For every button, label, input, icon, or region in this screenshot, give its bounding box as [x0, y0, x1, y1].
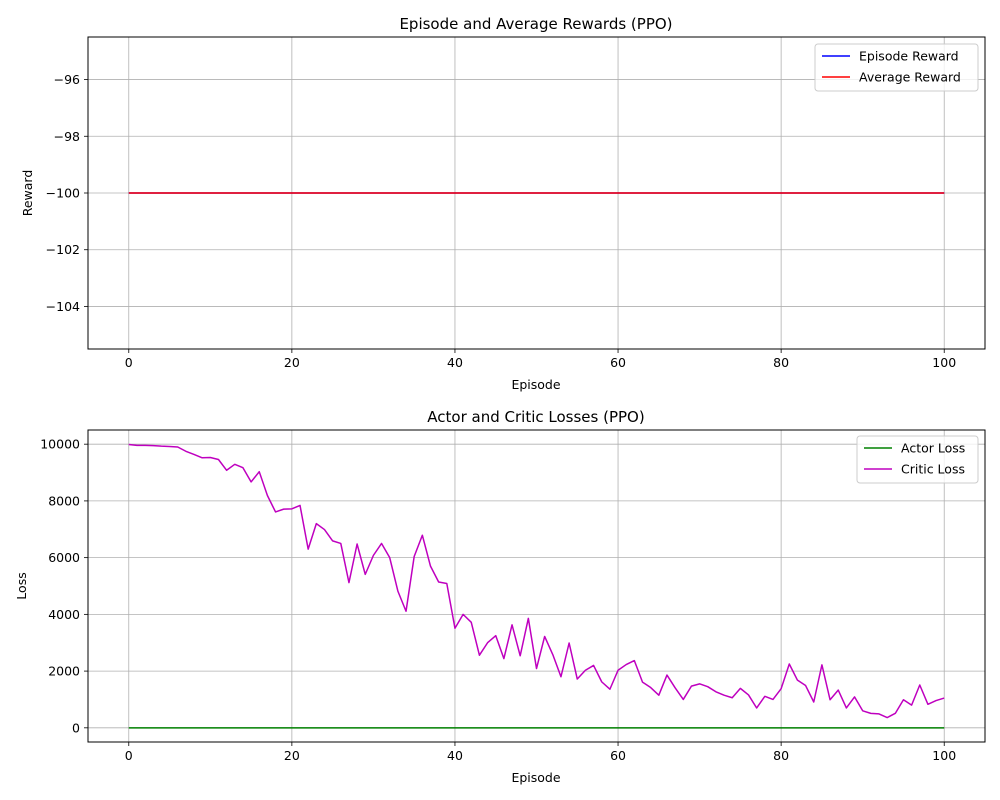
reward-xtick-label: 100 — [932, 355, 956, 370]
reward-legend: Episode Reward Average Reward — [814, 43, 979, 92]
reward-xtick-label: 0 — [125, 355, 133, 370]
loss-ytick-label: 10000 — [40, 437, 80, 452]
reward-chart: Episode and Average Rewards (PPO) 0 20 40 6… — [20, 15, 986, 392]
loss-xtick-label: 0 — [125, 748, 133, 763]
critic-loss-line — [128, 443, 945, 719]
loss-xtick-label: 80 — [773, 748, 789, 763]
reward-ytick-label: −104 — [46, 299, 80, 314]
legend-label-actor-loss: Actor Loss — [901, 441, 965, 456]
reward-ytick-label: −102 — [46, 242, 80, 257]
reward-ytick-label: −96 — [54, 72, 80, 87]
loss-y-axis-label: Loss — [14, 572, 29, 599]
reward-x-axis-label: Episode — [511, 377, 560, 392]
loss-xtick-label: 40 — [447, 748, 463, 763]
reward-xtick-label: 20 — [284, 355, 300, 370]
loss-series — [128, 443, 945, 729]
reward-xtick-label: 60 — [610, 355, 626, 370]
reward-xtick-label: 40 — [447, 355, 463, 370]
loss-chart: Actor and Critic Losses (PPO) 0 20 40 60 80 1… — [14, 408, 986, 785]
legend-label-episode-reward: Episode Reward — [859, 49, 959, 64]
reward-legend-box — [814, 43, 979, 92]
reward-chart-title: Episode and Average Rewards (PPO) — [399, 15, 672, 33]
loss-xtick-label: 20 — [284, 748, 300, 763]
loss-ytick-label: 4000 — [48, 607, 80, 622]
legend-label-average-reward: Average Reward — [859, 70, 961, 85]
loss-xtick-label: 60 — [610, 748, 626, 763]
loss-ytick-label: 8000 — [48, 493, 80, 508]
reward-ytick-label: −98 — [54, 129, 80, 144]
loss-plot-frame — [87, 429, 986, 743]
loss-legend: Actor Loss Critic Loss — [856, 435, 979, 484]
reward-ticks: 0 20 40 60 80 100 −104 −102 −100 −98 −96 — [46, 72, 957, 370]
loss-chart-title: Actor and Critic Losses (PPO) — [427, 408, 644, 426]
reward-xtick-label: 80 — [773, 355, 789, 370]
loss-ticks: 0 20 40 60 80 100 0 2000 4000 6000 8000 10000 — [40, 437, 956, 763]
reward-y-axis-label: Reward — [20, 170, 35, 217]
loss-xtick-label: 100 — [932, 748, 956, 763]
loss-ytick-label: 0 — [72, 720, 80, 735]
legend-label-critic-loss: Critic Loss — [901, 462, 965, 477]
loss-x-axis-label: Episode — [511, 770, 560, 785]
loss-ytick-label: 2000 — [48, 664, 80, 679]
loss-ytick-label: 6000 — [48, 550, 80, 565]
reward-ytick-label: −100 — [46, 186, 80, 201]
